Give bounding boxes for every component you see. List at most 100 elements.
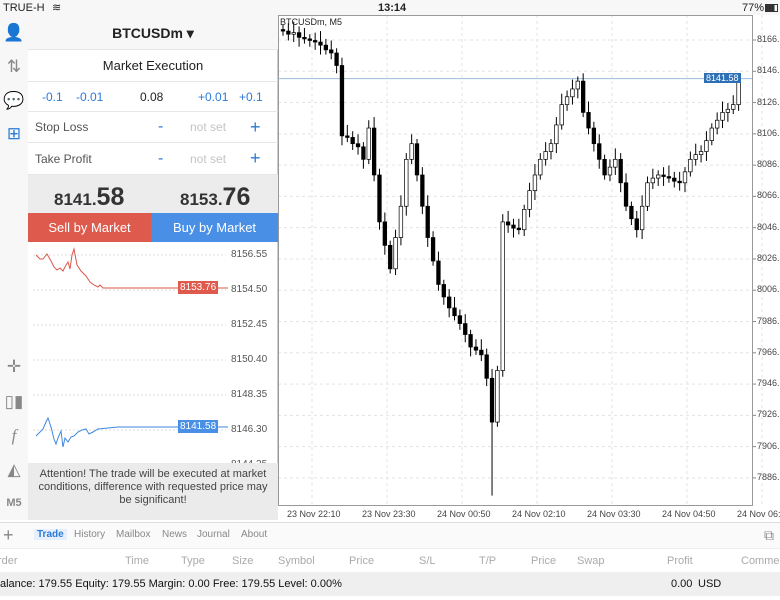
timeframe-button[interactable]: M5 [6, 497, 22, 509]
time-axis-label: 23 Nov 22:10 [287, 509, 341, 519]
take-profit-minus[interactable]: - [158, 149, 164, 167]
currency: USD [698, 578, 722, 590]
candle-bear [323, 44, 329, 51]
candles-icon[interactable]: ▯▮ [4, 392, 24, 411]
tick-chart: 8156.55 8154.50 8152.45 8150.40 8148.35 8146.… [28, 242, 278, 540]
candle-bear [334, 52, 339, 66]
stop-loss-minus[interactable]: - [158, 118, 164, 135]
price-axis-label: 8006.3 [757, 284, 780, 295]
candle-bear [473, 346, 479, 351]
column-header[interactable]: Commen [741, 555, 780, 567]
buy-button[interactable]: Buy by Market [151, 213, 278, 242]
price-axis-label: 7886.3 [757, 471, 780, 482]
stop-loss-plus[interactable]: + [250, 116, 261, 137]
candle-bull [393, 237, 398, 270]
candle-bear [329, 49, 334, 54]
execution-mode[interactable]: Market Execution [28, 50, 278, 82]
candle-bull [564, 96, 570, 105]
transfer-icon[interactable]: ⇅ [6, 57, 22, 76]
sell-button[interactable]: Sell by Market [28, 213, 151, 242]
candle-bear [296, 32, 302, 38]
volume-input[interactable]: 0.08 [140, 89, 164, 104]
price-axis-label: 8146.3 [757, 65, 780, 76]
column-header[interactable]: S/L [419, 555, 436, 567]
price-chart[interactable]: BTCUSDm, M5 8166.3 8146.3 8126.3 8106.3 8086… [278, 15, 780, 522]
tab-mailbox[interactable]: Mailbox [116, 529, 151, 540]
new-order-icon[interactable]: ⊞ [6, 124, 22, 143]
stop-loss-label: Stop Loss [35, 120, 89, 134]
tab-journal[interactable]: Journal [197, 529, 230, 540]
candle-bull [715, 119, 720, 129]
crosshair-icon[interactable]: ✛ [6, 357, 22, 376]
take-profit-plus[interactable]: + [250, 148, 261, 168]
layout-icon[interactable]: ⧉ [764, 527, 774, 543]
indicator-icon[interactable]: f [11, 426, 17, 445]
candle-bull [688, 158, 693, 173]
candle-bear [361, 146, 366, 160]
candle-bull [656, 174, 661, 179]
candle-bear [345, 135, 350, 138]
candle-bear [452, 307, 457, 317]
time-axis-label: 24 Nov 02:10 [512, 509, 566, 519]
candle-bull [720, 112, 725, 121]
column-header[interactable]: Size [232, 555, 254, 567]
column-header[interactable]: Price [349, 555, 375, 567]
ask-price-tag: 8153.76 [178, 281, 219, 294]
column-header[interactable]: Swap [577, 555, 605, 567]
price-axis-label: 7986.3 [757, 315, 780, 326]
chat-icon[interactable]: 💬 [3, 91, 25, 110]
candle-bear [339, 65, 345, 137]
candle-bear [516, 227, 521, 231]
column-header[interactable]: Type [181, 555, 205, 567]
ask-price: 8153.76 [180, 183, 251, 211]
volume-plus-0.1[interactable]: +0.1 [239, 89, 263, 104]
candle-bear [430, 237, 436, 262]
price-axis-label: 8166.3 [757, 34, 780, 44]
add-icon[interactable]: + [3, 525, 14, 545]
tab-news[interactable]: News [162, 529, 188, 540]
column-header[interactable]: Profit [667, 555, 693, 567]
candle-bear [511, 224, 516, 229]
symbol-selector[interactable]: BTCUSDm ▾ [28, 17, 278, 50]
column-header[interactable]: rder [0, 555, 18, 567]
volume-minus-0.1[interactable]: -0.1 [42, 89, 63, 104]
column-header[interactable]: Symbol [278, 555, 315, 567]
bid-line [35, 416, 228, 448]
candle-bear [447, 296, 452, 309]
candle-bull [698, 151, 704, 155]
mini-axis-label: 8156.55 [231, 249, 268, 260]
stop-loss-input[interactable]: not set [190, 120, 227, 134]
time-axis-label: 24 Nov 03:30 [587, 509, 641, 519]
candle-bear [602, 158, 607, 176]
column-header[interactable]: T/P [479, 555, 497, 567]
candle-bull [682, 171, 688, 184]
take-profit-label: Take Profit [35, 151, 92, 166]
objects-icon[interactable]: ◭ [7, 460, 21, 479]
candle-bear [581, 80, 586, 113]
candle-bull [409, 143, 414, 160]
column-header[interactable]: Time [125, 555, 150, 567]
candle-bear [441, 284, 446, 298]
price-axis-label: 8026.3 [757, 252, 780, 263]
volume-minus-0.01[interactable]: -0.01 [76, 89, 104, 104]
time-axis-label: 23 Nov 23:30 [362, 509, 416, 519]
candle-bear [463, 323, 468, 335]
tab-trade[interactable]: Trade [34, 529, 67, 540]
time-axis-label: 24 Nov 06:1 [737, 509, 780, 519]
candle-bull [570, 88, 575, 98]
column-header[interactable]: Price [531, 555, 557, 567]
time-axis-label: 24 Nov 00:50 [437, 509, 491, 519]
tab-about[interactable]: About [241, 529, 268, 540]
candle-bear [484, 354, 489, 379]
candle-bear [479, 349, 484, 356]
candle-bull [650, 177, 655, 184]
volume-plus-0.01[interactable]: +0.01 [198, 89, 229, 104]
candle-bull [607, 166, 613, 176]
account-icon[interactable]: 👤 [3, 23, 25, 42]
tab-history[interactable]: History [74, 529, 106, 540]
candle-bear [457, 315, 463, 324]
battery: 77% [742, 2, 765, 14]
candle-bull [527, 190, 532, 210]
take-profit-input[interactable]: not set [190, 151, 227, 166]
price-axis-label: 7926.3 [757, 409, 780, 420]
